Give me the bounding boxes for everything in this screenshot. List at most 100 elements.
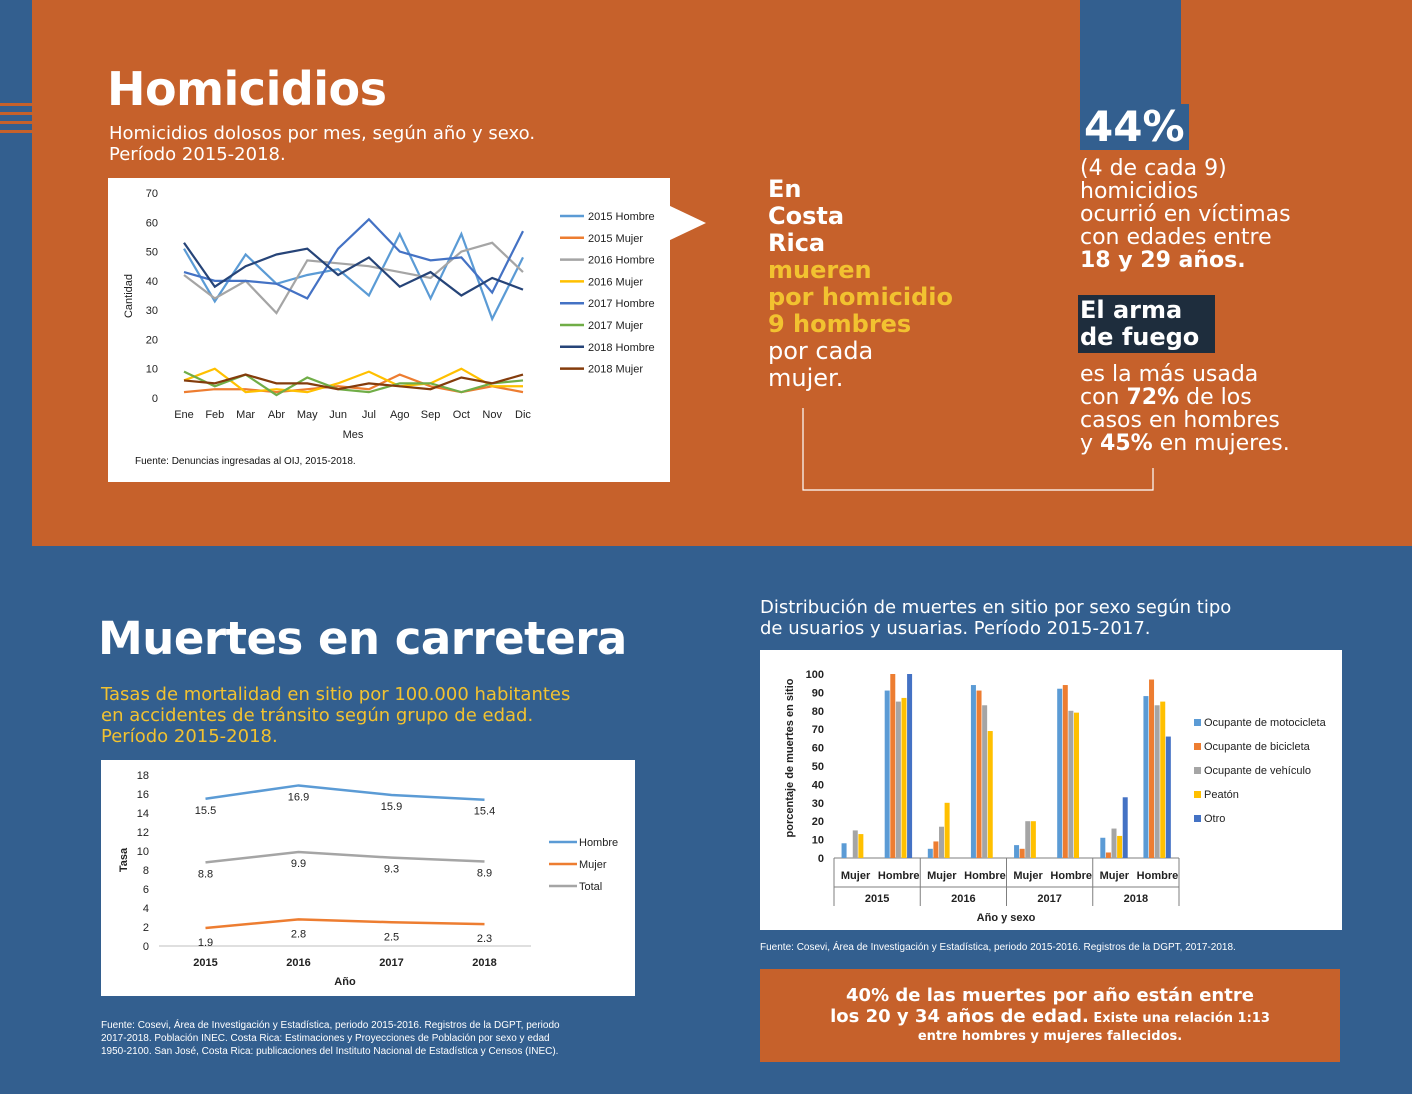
bar bbox=[933, 841, 939, 858]
x-tick-label: Mujer bbox=[1100, 870, 1130, 882]
bar bbox=[858, 834, 864, 858]
legend-swatch bbox=[1194, 767, 1201, 774]
x-tick-label: Ene bbox=[174, 409, 194, 421]
callout-highlight: 9 hombres bbox=[768, 310, 912, 338]
bracket-decoration bbox=[802, 408, 1154, 491]
bar bbox=[841, 843, 847, 858]
bar bbox=[901, 697, 907, 858]
y-tick-label: 50 bbox=[812, 761, 824, 773]
summary-line: 40% de las muertes por año están entre bbox=[846, 985, 1254, 1006]
callout-highlight: por homicidio bbox=[768, 283, 954, 311]
y-tick-label: 0 bbox=[818, 853, 824, 865]
carretera-source: Fuente: Cosevi, Área de Investigación y … bbox=[101, 1019, 560, 1058]
x-tick-label: Hombre bbox=[1050, 870, 1092, 882]
bar bbox=[1105, 852, 1111, 858]
stat-line: (4 de cada 9) bbox=[1080, 156, 1227, 181]
distribucion-title-line: Distribución de muertes en sitio por sex… bbox=[760, 597, 1232, 618]
data-label: 15.4 bbox=[474, 806, 495, 818]
source-line: 2017-2018. Población INEC. Costa Rica: E… bbox=[101, 1033, 550, 1044]
bar bbox=[895, 701, 901, 858]
group-label: 2016 bbox=[951, 893, 975, 905]
stat-line: homicidios bbox=[1080, 179, 1199, 204]
bar bbox=[1111, 828, 1117, 858]
bar bbox=[944, 802, 950, 858]
y-tick-label: 20 bbox=[812, 816, 824, 828]
x-tick-label: Nov bbox=[482, 409, 502, 421]
x-tick-label: Abr bbox=[268, 409, 285, 421]
y-tick-label: 90 bbox=[812, 687, 824, 699]
distribucion-chart: 0 10 20 30 40 50 60 70 80 90 100 porcentaje de muer… bbox=[760, 650, 1342, 930]
pointer-arrow bbox=[668, 205, 706, 241]
bar bbox=[1057, 688, 1063, 858]
bar bbox=[890, 674, 896, 858]
arma-text-part: 45% bbox=[1100, 431, 1153, 456]
legend-label: Otro bbox=[1204, 813, 1225, 825]
legend-label: 2015 Mujer bbox=[588, 233, 643, 245]
y-axis-label: porcentaje de muertes en sitio bbox=[784, 678, 796, 837]
distribucion-title: Distribución de muertes en sitio por sex… bbox=[760, 597, 1231, 639]
group-label: 2018 bbox=[1124, 893, 1148, 905]
data-label: 2.8 bbox=[291, 928, 306, 940]
y-tick-label: 60 bbox=[146, 217, 158, 229]
summary-line: los 20 y 34 años de edad. Existe una rel… bbox=[760, 1006, 1340, 1027]
legend-label: 2017 Mujer bbox=[588, 320, 643, 332]
stripe-decoration bbox=[0, 112, 32, 115]
bar bbox=[1025, 821, 1031, 858]
bar bbox=[1019, 848, 1025, 858]
bar bbox=[1030, 821, 1036, 858]
arma-text-part: y bbox=[1080, 431, 1101, 456]
series-line-2018-mujer bbox=[183, 373, 524, 391]
x-tick-label: Oct bbox=[453, 409, 470, 421]
y-tick-label: 14 bbox=[137, 808, 149, 820]
data-label: 9.9 bbox=[291, 858, 306, 870]
series-line-2017-hombre bbox=[183, 217, 524, 300]
arma-text: es la más usada con 72% de los casos en … bbox=[1080, 363, 1290, 455]
y-tick-label: 2 bbox=[143, 922, 149, 934]
y-tick-label: 0 bbox=[152, 393, 158, 405]
y-tick-label: 70 bbox=[812, 724, 824, 736]
x-tick-label: Ago bbox=[390, 409, 410, 421]
data-label: 8.9 bbox=[477, 867, 492, 879]
series-line-2016-mujer bbox=[183, 367, 523, 394]
arma-text-line: con 72% de los bbox=[1080, 386, 1290, 409]
legend-label: 2016 Mujer bbox=[588, 276, 643, 288]
group-label: 2017 bbox=[1037, 893, 1061, 905]
y-tick-label: 4 bbox=[143, 903, 149, 915]
source-line: Fuente: Cosevi, Área de Investigación y … bbox=[101, 1020, 560, 1031]
y-tick-label: 40 bbox=[146, 276, 158, 288]
bar bbox=[1062, 685, 1068, 858]
stat-line: 18 y 29 años. bbox=[1080, 248, 1246, 273]
stat-44-text: (4 de cada 9) homicidios ocurrió en víct… bbox=[1080, 157, 1291, 272]
x-tick-label: Hombre bbox=[964, 870, 1006, 882]
series-line-total bbox=[205, 850, 485, 864]
summary-part: los 20 y 34 años de edad. bbox=[830, 1006, 1089, 1027]
stripe-decoration bbox=[0, 103, 32, 106]
y-tick-label: 30 bbox=[812, 798, 824, 810]
x-axis-label: Mes bbox=[343, 429, 364, 441]
x-tick-label: Mujer bbox=[1013, 870, 1043, 882]
arma-text-line: y 45% en mujeres. bbox=[1080, 432, 1290, 455]
tasas-chart-svg: 0 2 4 6 8 10 12 14 16 18 2015 2016 2017 2018 Año Tasa 15… bbox=[118, 770, 618, 988]
homicidios-chart: 0 10 20 30 40 50 60 70 Ene Feb Mar Abr May Jun Jul Ago S… bbox=[108, 178, 670, 482]
bar bbox=[987, 731, 993, 858]
x-tick-label: 2015 bbox=[193, 957, 217, 969]
arma-de-fuego-label: El arma de fuego bbox=[1078, 295, 1215, 353]
arma-text-part: de los bbox=[1179, 385, 1252, 410]
y-tick-label: 40 bbox=[812, 779, 824, 791]
homicidios-chart-svg: 0 10 20 30 40 50 60 70 Ene Feb Mar Abr May Jun Jul Ago S… bbox=[123, 188, 655, 441]
data-label: 2.5 bbox=[384, 931, 399, 943]
bar bbox=[1073, 712, 1079, 858]
x-tick-label: Mujer bbox=[927, 870, 957, 882]
y-tick-label: 18 bbox=[137, 770, 149, 782]
data-label: 8.8 bbox=[198, 868, 213, 880]
x-tick-label: Dic bbox=[515, 409, 531, 421]
callout-highlight: mueren bbox=[768, 256, 872, 284]
y-tick-label: 12 bbox=[137, 827, 149, 839]
carretera-subtitle-line: en accidentes de tránsito según grupo de… bbox=[101, 705, 534, 726]
legend-label: 2017 Hombre bbox=[588, 298, 655, 310]
arma-text-part: 72% bbox=[1126, 385, 1180, 410]
summary-line: entre hombres y mujeres fallecidos. bbox=[917, 1029, 1183, 1044]
data-label: 9.3 bbox=[384, 864, 399, 876]
legend-label: Hombre bbox=[579, 837, 618, 849]
y-axis-label: Tasa bbox=[118, 847, 130, 872]
